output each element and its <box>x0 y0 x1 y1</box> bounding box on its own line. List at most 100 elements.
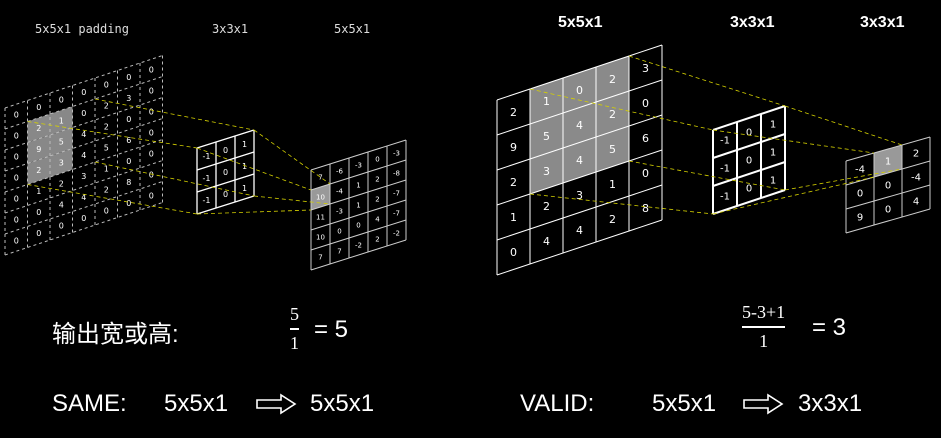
right-arrow-icon <box>256 393 297 415</box>
left-output-gridline <box>310 139 407 171</box>
right-input-cell-value: 0 <box>510 246 517 259</box>
right-output-cell-value: -4 <box>911 173 921 184</box>
left-output-cell-value: 0 <box>356 221 360 229</box>
left-input-cell-value: 2 <box>104 123 109 132</box>
left-input-cell-value: 0 <box>149 108 154 117</box>
right-output-title: 3x3x1 <box>860 14 905 31</box>
right-input-gridline <box>496 114 663 171</box>
right-input-cell-value: 2 <box>609 108 616 121</box>
left-input-cell-value: 0 <box>149 171 154 180</box>
right-output-cell-value: 9 <box>857 213 863 224</box>
projection-guide-line <box>94 161 255 197</box>
output-size-label: 输出宽或高: <box>52 321 179 348</box>
left-input-cell-value: 0 <box>36 208 41 217</box>
right-input-cell-value: 0 <box>642 97 649 110</box>
right-input-cell-value: 5 <box>609 143 616 156</box>
same-label: SAME: <box>52 390 127 417</box>
right-kernel-cell-value: 0 <box>746 156 752 167</box>
right-output-gridline <box>845 136 931 162</box>
right-input-highlight-cell <box>563 102 596 148</box>
right-kernel-cell-value: 1 <box>770 148 776 159</box>
left-output-gridline <box>310 159 407 191</box>
left-output-cell-value: 2 <box>375 175 379 183</box>
convolution-diagram: 0000000021023009542000234560012310000442… <box>4 44 931 276</box>
left-output-cell-value: -7 <box>393 209 400 217</box>
right-kernel-cell-value: 1 <box>770 120 776 131</box>
same-from: 5x5x1 <box>164 390 229 417</box>
right-input-cell-value: 2 <box>543 200 550 213</box>
left-input-highlight-cell <box>50 127 73 156</box>
left-output-title: 5x5x1 <box>334 22 371 36</box>
right-input-highlight-cell <box>530 148 563 194</box>
right-input-highlight-cell <box>563 137 596 183</box>
right-input-cell-value: 0 <box>576 84 583 97</box>
left-output-cell-value: 2 <box>375 235 379 243</box>
right-kernel-cell-value: 1 <box>770 176 776 187</box>
left-numerator: 5 <box>290 304 299 324</box>
left-output-cell-value: 1 <box>356 181 360 189</box>
projection-guide-line <box>253 129 331 185</box>
right-input-cell-value: 1 <box>543 95 550 108</box>
left-input-gridline <box>4 76 163 130</box>
right-output-gridline <box>845 208 931 234</box>
right-input-cell-value: 3 <box>642 62 649 75</box>
right-output-cell-value: 0 <box>857 189 863 200</box>
left-input-cell-value: 0 <box>14 132 19 141</box>
left-output-cell-value: 1 <box>356 201 360 209</box>
left-input-highlight-cell <box>50 148 73 177</box>
left-input-gridline <box>4 139 163 193</box>
left-input-cell-value: 2 <box>36 124 41 133</box>
left-input-cell-value: 4 <box>59 201 64 210</box>
left-output-cell-value: 2 <box>375 195 379 203</box>
left-output-gridline <box>310 219 407 251</box>
right-input-gridline <box>496 79 663 136</box>
left-input-cell-value: 0 <box>36 229 41 238</box>
right-input-cell-value: 2 <box>609 73 616 86</box>
left-output-cell-value: -4 <box>336 187 344 195</box>
right-kernel-gridline <box>712 161 786 187</box>
same-to: 5x5x1 <box>310 390 375 417</box>
left-kernel-cell-value: 0 <box>223 168 228 177</box>
left-input-cell-value: 0 <box>104 207 109 216</box>
right-input-cell-value: 1 <box>510 211 517 224</box>
left-input-cell-value: 3 <box>126 94 131 103</box>
left-output-cell-value: 10 <box>316 233 325 241</box>
left-kernel-gridline <box>196 195 255 215</box>
left-input-cell-value: 0 <box>126 199 131 208</box>
left-input-gridline <box>4 181 163 235</box>
left-input-gridline <box>4 160 163 214</box>
left-output-cell-value: -7 <box>393 189 400 197</box>
right-output-cell-value: 2 <box>913 149 919 160</box>
projection-guide-line <box>628 160 786 191</box>
projection-guide-line <box>784 105 903 146</box>
left-output-gridline <box>310 199 407 231</box>
left-result: = 5 <box>314 316 349 343</box>
left-denominator: 1 <box>290 332 299 353</box>
left-output-cell-value: -6 <box>336 167 344 175</box>
left-input-cell-value: 9 <box>36 145 41 154</box>
left-kernel-cell-value: -1 <box>203 174 211 183</box>
left-input-cell-value: 0 <box>126 115 131 124</box>
projection-guide-line <box>628 55 786 107</box>
right-input-cell-value: 5 <box>543 130 550 143</box>
left-input-cell-value: 3 <box>59 159 64 168</box>
left-output-cell-value: 0 <box>375 155 379 163</box>
left-input-cell-value: 0 <box>59 222 64 231</box>
projection-guide-line <box>529 193 714 215</box>
right-kernel-cell-value: 0 <box>746 128 752 139</box>
left-kernel-title: 3x3x1 <box>212 22 249 36</box>
valid-label: VALID: <box>520 390 595 417</box>
left-kernel-cell-value: -1 <box>203 196 211 205</box>
left-input-cell-value: 4 <box>81 130 86 139</box>
left-input-cell-value: 0 <box>36 103 41 112</box>
projection-guide-line <box>94 98 255 131</box>
right-input-highlight-cell <box>596 126 629 172</box>
left-input-highlight-cell <box>27 135 50 164</box>
left-output-cell-value: -3 <box>393 149 400 157</box>
left-output-cell-value: -3 <box>355 161 362 169</box>
right-input-gridline <box>496 184 663 241</box>
left-input-cell-value: 0 <box>149 129 154 138</box>
left-output-cell-value: -3 <box>336 207 343 215</box>
right-input-cell-value: 4 <box>576 224 583 237</box>
right-input-cell-value: 4 <box>543 235 550 248</box>
